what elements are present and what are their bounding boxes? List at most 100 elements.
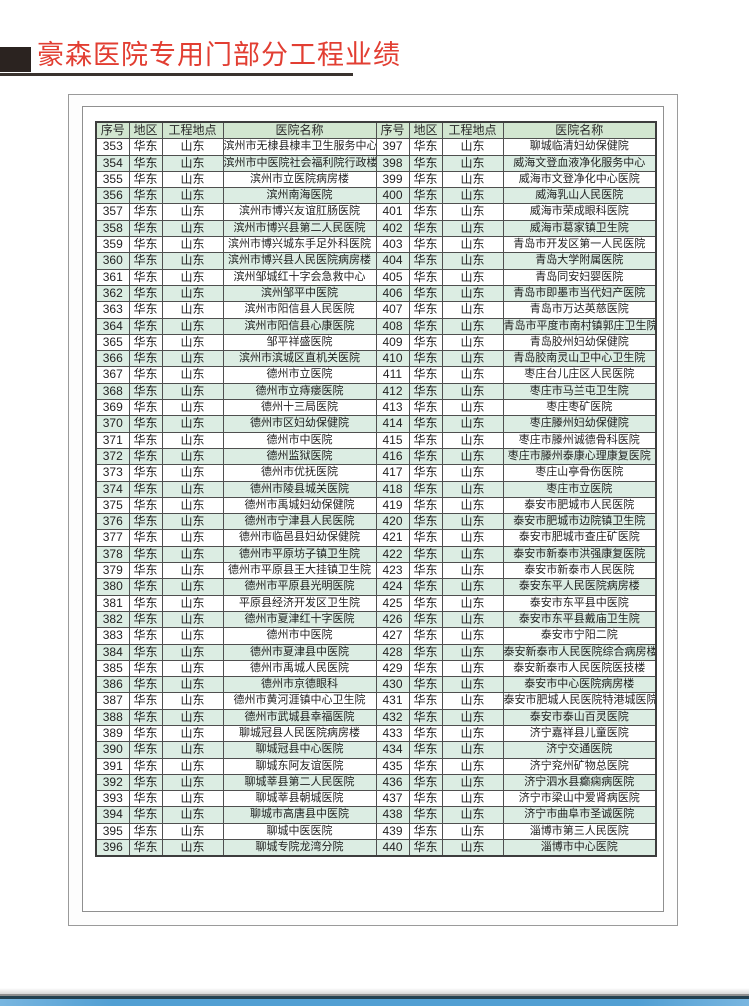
region-cell: 华东 (128, 366, 163, 384)
site-cell: 山东 (161, 399, 224, 417)
site-cell: 山东 (441, 138, 504, 156)
region-cell: 华东 (128, 659, 163, 678)
hospital-name-cell: 青岛市平度市南村镇郭庄卫生院 (502, 317, 657, 335)
site-cell: 山东 (441, 219, 504, 238)
site-cell: 山东 (441, 676, 504, 694)
region-cell: 华东 (408, 464, 443, 482)
site-cell: 山东 (441, 399, 504, 417)
hospital-name-cell: 威海乳山人民医院 (502, 187, 657, 205)
table-row: 389 华东 山东 聊城冠县人民医院病房楼 433 华东 山东 济宁嘉祥县儿童医院 (95, 724, 657, 743)
header-hospital-name-cell: 医院名称 (222, 121, 377, 140)
serial-cell: 359 (95, 236, 130, 254)
site-cell: 山东 (441, 643, 504, 661)
site-cell: 山东 (441, 724, 504, 743)
serial-cell: 386 (95, 676, 130, 694)
region-cell: 华东 (128, 333, 163, 352)
hospital-name-cell: 德州市立痔瘘医院 (222, 382, 377, 401)
region-cell: 华东 (408, 610, 443, 629)
serial-cell: 357 (95, 203, 130, 221)
table-row: 369 华东 山东 德州十三局医院 413 华东 山东 枣庄枣矿医院 (95, 399, 657, 417)
serial-cell: 437 (375, 790, 410, 808)
serial-cell: 428 (375, 643, 410, 661)
hospital-name-cell: 青岛同安妇婴医院 (502, 268, 657, 286)
site-cell: 山东 (441, 594, 504, 612)
table-row: 385 华东 山东 德州市禹城人民医院 429 华东 山东 泰安新泰市人民医院医技楼 (95, 659, 657, 678)
site-cell: 山东 (441, 480, 504, 498)
site-cell: 山东 (161, 301, 224, 319)
table-row: 380 华东 山东 德州市平原县光明医院 424 华东 山东 泰安东平人民医院病房楼 (95, 578, 657, 596)
hospital-name-cell: 泰安市新泰市洪强康复医院 (502, 545, 657, 564)
site-cell: 山东 (441, 545, 504, 564)
site-cell: 山东 (161, 317, 224, 335)
region-cell: 华东 (408, 138, 443, 156)
hospital-name-cell: 聊城莘县朝城医院 (222, 790, 377, 808)
region-cell: 华东 (408, 284, 443, 303)
region-cell: 华东 (408, 724, 443, 743)
footer-navy-stripe (0, 996, 749, 999)
serial-cell: 376 (95, 513, 130, 531)
table-row: 392 华东 山东 聊城莘县第二人民医院 436 华东 山东 济宁泗水县癫痫病医院 (95, 773, 657, 792)
site-cell: 山东 (161, 187, 224, 205)
hospital-name-cell: 济宁泗水县癫痫病医院 (502, 773, 657, 792)
header-hospital-name-cell: 医院名称 (502, 121, 657, 140)
serial-cell: 427 (375, 627, 410, 645)
hospital-name-cell: 滨州市阳信县人民医院 (222, 301, 377, 319)
table-row: 374 华东 山东 德州市陵县城关医院 418 华东 山东 枣庄市立医院 (95, 480, 657, 498)
site-cell: 山东 (441, 252, 504, 270)
region-cell: 华东 (128, 643, 163, 661)
table-row: 378 华东 山东 德州市平原坊子镇卫生院 422 华东 山东 泰安市新泰市洪强康复医院 (95, 545, 657, 564)
site-cell: 山东 (441, 806, 504, 824)
serial-cell: 435 (375, 757, 410, 775)
serial-cell: 355 (95, 170, 130, 189)
header-site-cell: 工程地点 (161, 121, 224, 140)
site-cell: 山东 (441, 301, 504, 319)
region-cell: 华东 (128, 203, 163, 221)
footer-blue-stripe (0, 999, 749, 1006)
hospital-name-cell: 德州市陵县城关医院 (222, 480, 377, 498)
hospital-name-cell: 滨州市博兴友谊肛肠医院 (222, 203, 377, 221)
region-cell: 华东 (408, 790, 443, 808)
projects-table-head: 序号 地区 工程地点 医院名称 序号 地区 工程地点 医院名称 (95, 121, 657, 140)
serial-cell: 424 (375, 578, 410, 596)
region-cell: 华东 (128, 399, 163, 417)
serial-cell: 409 (375, 333, 410, 352)
serial-cell: 366 (95, 350, 130, 368)
site-cell: 山东 (161, 806, 224, 824)
hospital-name-cell: 青岛市开发区第一人民医院 (502, 236, 657, 254)
region-cell: 华东 (128, 496, 163, 515)
serial-cell: 402 (375, 219, 410, 238)
hospital-name-cell: 德州市禹城人民医院 (222, 659, 377, 678)
serial-cell: 375 (95, 496, 130, 515)
region-cell: 华东 (408, 773, 443, 792)
serial-cell: 360 (95, 252, 130, 270)
region-cell: 华东 (408, 399, 443, 417)
table-row: 357 华东 山东 滨州市博兴友谊肛肠医院 401 华东 山东 威海市荣成眼科医院 (95, 203, 657, 221)
site-cell: 山东 (161, 578, 224, 596)
hospital-name-cell: 德州监狱医院 (222, 447, 377, 466)
region-cell: 华东 (408, 187, 443, 205)
region-cell: 华东 (128, 692, 163, 710)
hospital-name-cell: 滨州市阳信县心康医院 (222, 317, 377, 335)
hospital-name-cell: 德州市平原县光明医院 (222, 578, 377, 596)
region-cell: 华东 (128, 724, 163, 743)
serial-cell: 417 (375, 464, 410, 482)
site-cell: 山东 (161, 284, 224, 303)
region-cell: 华东 (408, 529, 443, 547)
hospital-name-cell: 泰安市新泰市人民医院 (502, 562, 657, 580)
region-cell: 华东 (408, 627, 443, 645)
hospital-name-cell: 德州市武城县幸福医院 (222, 708, 377, 726)
hospital-name-cell: 泰安市东平县中医院 (502, 594, 657, 612)
table-row: 354 华东 山东 滨州市中医院社会福利院行政楼 398 华东 山东 威海文登血液净化服务中心 (95, 154, 657, 172)
site-cell: 山东 (441, 839, 504, 857)
serial-cell: 438 (375, 806, 410, 824)
region-cell: 华东 (408, 366, 443, 384)
table-row: 362 华东 山东 滨州邹平中医院 406 华东 山东 青岛市即墨市当代妇产医院 (95, 284, 657, 303)
site-cell: 山东 (441, 659, 504, 678)
region-cell: 华东 (408, 154, 443, 172)
site-cell: 山东 (441, 350, 504, 368)
serial-cell: 367 (95, 366, 130, 384)
hospital-name-cell: 德州市优抚医院 (222, 464, 377, 482)
hospital-name-cell: 滨州市滨城区直机关医院 (222, 350, 377, 368)
region-cell: 华东 (128, 610, 163, 629)
hospital-name-cell: 平原县经济开发区卫生院 (222, 594, 377, 612)
